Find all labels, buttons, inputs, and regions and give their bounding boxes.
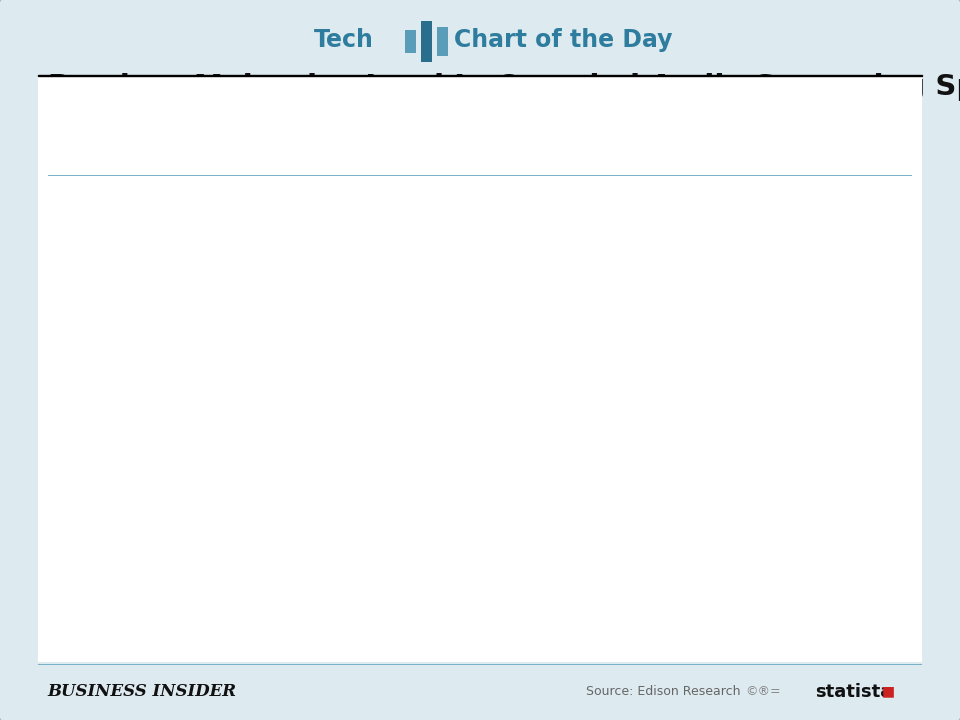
Text: 2%: 2% — [338, 558, 366, 576]
Text: 2%: 2% — [338, 499, 366, 517]
Bar — [294, 432, 344, 466]
Bar — [294, 314, 425, 348]
Text: iHeartRadio: iHeartRadio — [178, 263, 284, 281]
Bar — [294, 549, 327, 584]
Text: Slacker: Slacker — [218, 558, 284, 576]
Bar — [294, 255, 442, 289]
Text: % of Americans aged 12+ who listened to the following services in the past month: % of Americans aged 12+ who listened to … — [48, 127, 737, 145]
Text: Pandora Maintains Lead In Crowded Audio Streaming Space: Pandora Maintains Lead In Crowded Audio … — [48, 73, 960, 101]
Text: Spotify: Spotify — [222, 381, 284, 399]
Bar — [48, 596, 912, 655]
Text: ©®=: ©®= — [745, 685, 780, 698]
Text: Pandora: Pandora — [210, 204, 284, 222]
Bar — [48, 302, 912, 361]
Bar — [294, 373, 393, 407]
Text: 6%: 6% — [403, 381, 432, 399]
Text: 2%: 2% — [338, 617, 366, 635]
Text: 9%: 9% — [452, 263, 481, 281]
Text: BUSINESS INSIDER: BUSINESS INSIDER — [47, 683, 236, 701]
Bar — [294, 196, 804, 230]
Bar — [48, 478, 912, 537]
Text: 3%: 3% — [354, 440, 382, 458]
Text: * based on a 2014 survey among 2,023 Americans aged 12 and older: * based on a 2014 survey among 2,023 Ame… — [48, 619, 485, 632]
Text: Google Play All Access: Google Play All Access — [82, 440, 284, 458]
Text: ■: ■ — [882, 685, 895, 698]
Bar — [48, 243, 912, 302]
Text: TuneIn Radio: TuneIn Radio — [169, 617, 284, 635]
Bar — [420, 21, 432, 62]
Text: Rhapsody: Rhapsody — [195, 499, 284, 517]
Bar — [405, 30, 417, 53]
Text: 31%: 31% — [813, 204, 853, 222]
Bar — [294, 608, 327, 643]
Bar — [48, 537, 912, 596]
Text: Source: Edison Research: Source: Edison Research — [586, 685, 740, 698]
Text: statista: statista — [816, 683, 893, 701]
Bar — [294, 491, 327, 525]
Bar — [48, 419, 912, 478]
Text: Chart of the Day: Chart of the Day — [453, 28, 672, 53]
Text: Tech: Tech — [314, 28, 374, 53]
Text: 8%: 8% — [436, 322, 465, 340]
Bar — [48, 361, 912, 419]
Bar — [48, 184, 912, 243]
Bar — [437, 27, 448, 56]
Text: iTunes Radio: iTunes Radio — [171, 322, 284, 340]
